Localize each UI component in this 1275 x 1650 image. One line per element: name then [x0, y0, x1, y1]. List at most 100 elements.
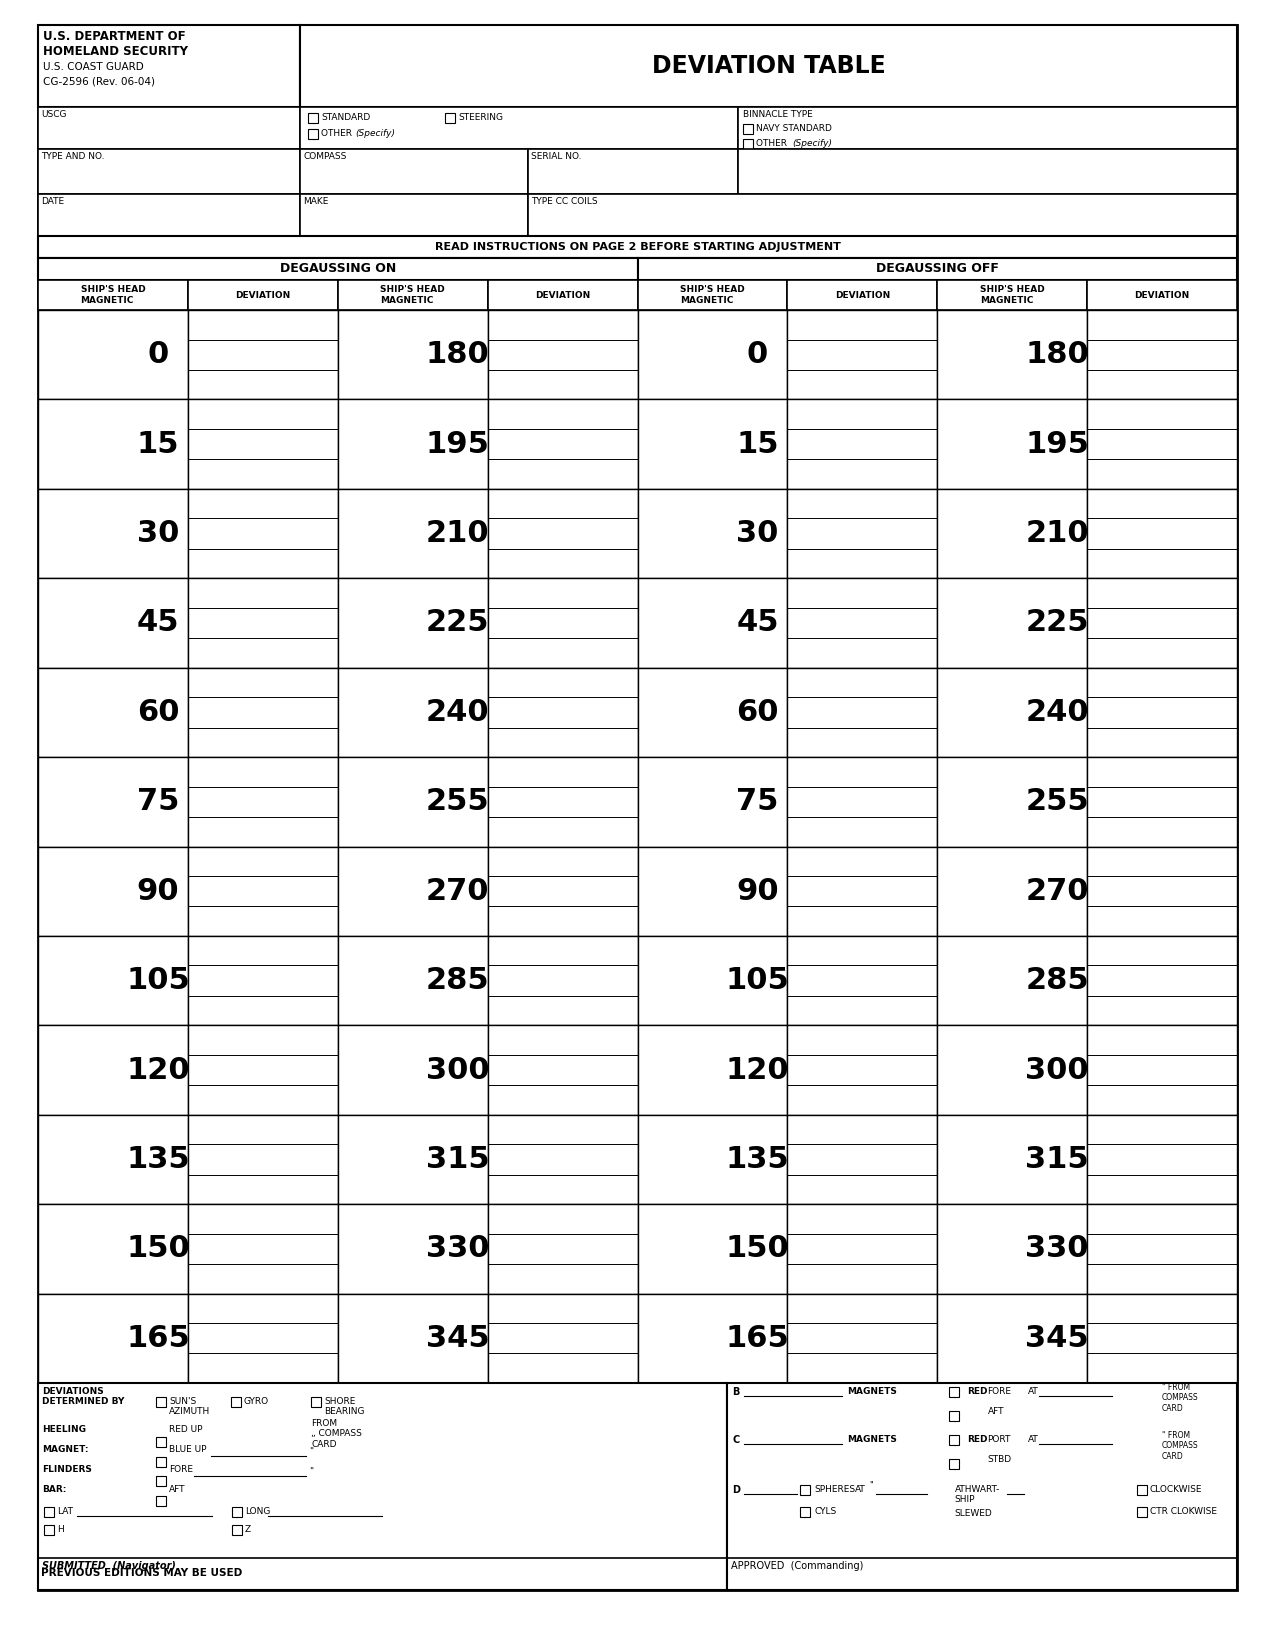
Bar [231, 1398, 241, 1407]
Bar [487, 488, 638, 578]
Text: 315: 315 [1025, 1145, 1089, 1173]
Bar [528, 148, 738, 195]
Bar [801, 1485, 811, 1495]
Text: PREVIOUS EDITIONS MAY BE USED: PREVIOUS EDITIONS MAY BE USED [41, 1568, 242, 1577]
Bar [338, 757, 487, 846]
Bar [950, 1436, 959, 1445]
Bar [788, 399, 937, 488]
Text: BINNACLE TYPE: BINNACLE TYPE [743, 111, 812, 119]
Bar [743, 139, 754, 148]
Text: SHORE
BEARING: SHORE BEARING [324, 1398, 365, 1416]
Text: 315: 315 [426, 1145, 490, 1173]
Text: D: D [732, 1485, 741, 1495]
Text: LONG: LONG [245, 1506, 270, 1516]
Bar [738, 148, 1237, 195]
Text: ATHWART-
SHIP: ATHWART- SHIP [955, 1485, 1000, 1505]
Bar [1088, 280, 1237, 310]
Text: CLOCKWISE: CLOCKWISE [1150, 1485, 1202, 1493]
Bar [338, 488, 487, 578]
Text: BLUE UP: BLUE UP [170, 1445, 207, 1454]
Bar [187, 1115, 338, 1204]
Bar [528, 195, 1237, 236]
Bar [638, 578, 788, 668]
Text: SHIP'S HEAD
MAGNETIC: SHIP'S HEAD MAGNETIC [80, 285, 145, 305]
Bar [338, 1115, 487, 1204]
Text: 255: 255 [426, 787, 490, 817]
Bar [487, 1204, 638, 1294]
Bar [38, 488, 187, 578]
Bar [937, 1204, 1088, 1294]
Text: (Specify): (Specify) [792, 139, 833, 148]
Text: 345: 345 [1025, 1323, 1089, 1353]
Bar [638, 1115, 788, 1204]
Bar [788, 757, 937, 846]
Text: 135: 135 [725, 1145, 789, 1173]
Bar [338, 936, 487, 1025]
Text: FORE: FORE [987, 1388, 1011, 1396]
Bar [232, 1506, 242, 1516]
Text: CTR CLOKWISE: CTR CLOKWISE [1150, 1506, 1218, 1516]
Bar [38, 25, 300, 107]
Bar [156, 1398, 166, 1407]
Text: SPHERES: SPHERES [815, 1485, 856, 1493]
Bar [788, 1025, 937, 1115]
Text: " FROM
COMPASS
CARD: " FROM COMPASS CARD [1162, 1431, 1198, 1460]
Bar [38, 1115, 187, 1204]
Text: OTHER: OTHER [756, 139, 793, 148]
Bar [788, 1204, 937, 1294]
Text: 30: 30 [736, 520, 779, 548]
Bar [1088, 1025, 1237, 1115]
Bar [1088, 846, 1237, 936]
Text: AT: AT [854, 1485, 866, 1493]
Bar [38, 1025, 187, 1115]
Text: BAR:: BAR: [42, 1485, 66, 1493]
Text: 135: 135 [126, 1145, 190, 1173]
Bar [187, 310, 338, 399]
Bar [38, 148, 300, 195]
Text: 45: 45 [136, 609, 180, 637]
Bar [38, 668, 187, 757]
Bar [950, 1411, 959, 1421]
Text: AFT: AFT [170, 1485, 185, 1493]
Bar [638, 1294, 788, 1383]
Bar [45, 1506, 54, 1516]
Text: MAKE: MAKE [303, 196, 329, 206]
Text: 105: 105 [725, 967, 789, 995]
Bar [38, 399, 187, 488]
Text: RED UP: RED UP [170, 1426, 203, 1434]
Bar [38, 846, 187, 936]
Text: U.S. DEPARTMENT OF: U.S. DEPARTMENT OF [43, 30, 186, 43]
Bar [38, 257, 638, 280]
Bar [738, 107, 1237, 148]
Bar [937, 399, 1088, 488]
Text: B: B [732, 1388, 739, 1398]
Text: 0: 0 [747, 340, 768, 370]
Bar [638, 1204, 788, 1294]
Bar [38, 1383, 728, 1591]
Bar [638, 399, 788, 488]
Text: PORT: PORT [987, 1436, 1011, 1444]
Bar [1088, 578, 1237, 668]
Text: 180: 180 [426, 340, 490, 370]
Bar [187, 668, 338, 757]
Text: DEVIATION: DEVIATION [235, 290, 291, 300]
Bar [788, 1294, 937, 1383]
Bar [187, 757, 338, 846]
Bar [300, 148, 528, 195]
Bar [487, 280, 638, 310]
Text: 225: 225 [426, 609, 490, 637]
Bar [38, 107, 300, 148]
Bar [38, 578, 187, 668]
Bar [38, 1204, 187, 1294]
Bar [38, 757, 187, 846]
Text: COMPASS: COMPASS [303, 152, 347, 162]
Text: C: C [732, 1436, 739, 1445]
Text: OTHER: OTHER [321, 129, 354, 139]
Bar [950, 1459, 959, 1468]
Bar [788, 310, 937, 399]
Text: DEVIATION: DEVIATION [536, 290, 590, 300]
Bar [1137, 1485, 1148, 1495]
Bar [38, 236, 1237, 257]
Text: AT: AT [1028, 1436, 1038, 1444]
Text: 105: 105 [126, 967, 190, 995]
